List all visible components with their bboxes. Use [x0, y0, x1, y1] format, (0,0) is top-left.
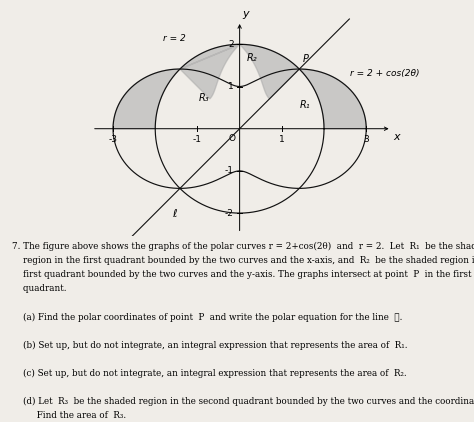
Text: r = 2: r = 2 [163, 34, 186, 43]
Text: x: x [394, 132, 400, 142]
Text: -1: -1 [225, 166, 234, 176]
Text: R₁: R₁ [300, 100, 310, 110]
Text: region in the first quadrant bounded by the two curves and the x-axis, and  R₂  : region in the first quadrant bounded by … [12, 256, 474, 265]
Text: 7. The figure above shows the graphs of the polar curves r = 2+cos(2θ)  and  r =: 7. The figure above shows the graphs of … [12, 242, 474, 251]
Text: (c) Set up, but do not integrate, an integral expression that represents the are: (c) Set up, but do not integrate, an int… [12, 369, 407, 378]
Text: P: P [303, 54, 309, 64]
Text: 1: 1 [228, 82, 234, 91]
Text: -2: -2 [225, 208, 234, 218]
Text: y: y [243, 9, 249, 19]
Text: ℓ: ℓ [172, 209, 176, 219]
Text: O: O [228, 134, 236, 143]
Polygon shape [240, 44, 299, 99]
Text: 2: 2 [228, 40, 234, 49]
Text: quadrant.: quadrant. [12, 284, 66, 293]
Text: first quadrant bounded by the two curves and the y-axis. The graphs intersect at: first quadrant bounded by the two curves… [12, 270, 471, 279]
Polygon shape [113, 44, 240, 129]
Text: 1: 1 [279, 135, 285, 143]
Text: (b) Set up, but do not integrate, an integral expression that represents the are: (b) Set up, but do not integrate, an int… [12, 341, 407, 350]
Text: R₃: R₃ [199, 93, 209, 103]
Text: -3: -3 [109, 135, 118, 143]
Text: (a) Find the polar coordinates of point  P  and write the polar equation for the: (a) Find the polar coordinates of point … [12, 312, 402, 322]
Text: 3: 3 [364, 135, 369, 143]
Text: r = 2 + cos(2θ): r = 2 + cos(2θ) [350, 69, 419, 78]
Text: R₂: R₂ [247, 53, 257, 63]
Polygon shape [299, 69, 366, 129]
Text: (d) Let  R₃  be the shaded region in the second quadrant bounded by the two curv: (d) Let R₃ be the shaded region in the s… [12, 397, 474, 406]
Text: -1: -1 [193, 135, 202, 143]
Text: Find the area of  R₃.: Find the area of R₃. [12, 411, 126, 420]
